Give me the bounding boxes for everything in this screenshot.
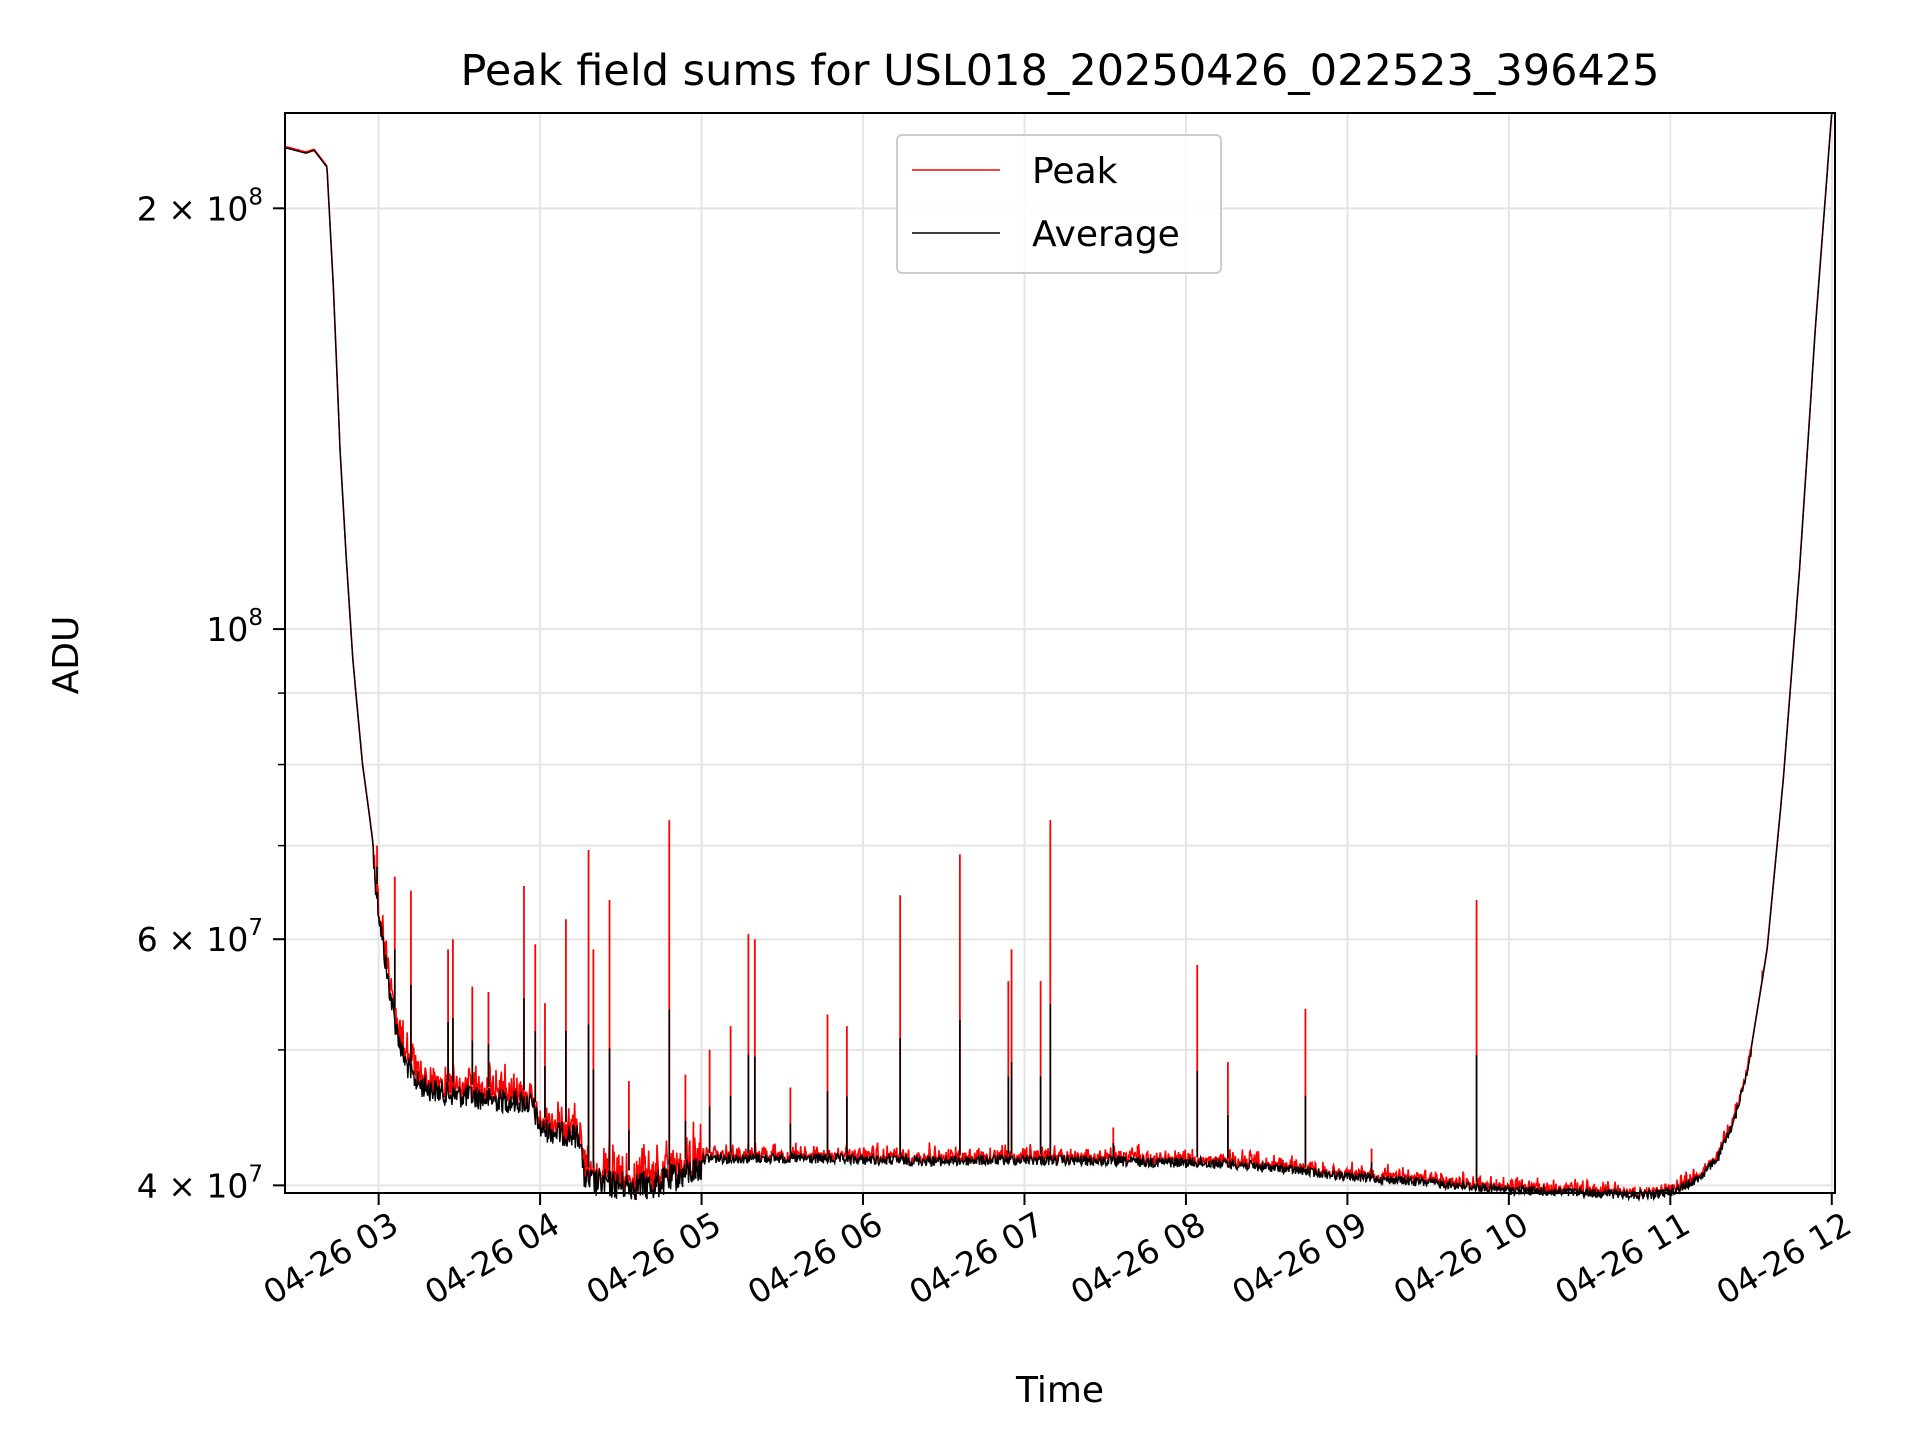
legend-label-average: Average <box>1032 214 1180 255</box>
y-tick-label-base: 6 × 10 <box>137 920 249 959</box>
y-tick-label-exponent: 7 <box>248 1161 263 1187</box>
legend: Peak Average <box>896 134 1222 274</box>
y-tick-label-exponent: 8 <box>248 184 263 210</box>
y-tick-label: 4 × 107 <box>137 1161 263 1205</box>
y-tick-label-base: 4 × 10 <box>137 1166 249 1205</box>
legend-label-peak: Peak <box>1032 151 1118 192</box>
grid <box>285 113 1835 1193</box>
y-tick-label: 108 <box>206 605 263 649</box>
y-tick-label: 2 × 108 <box>137 184 263 228</box>
y-tick-label: 6 × 107 <box>137 915 263 959</box>
y-tick-label-exponent: 8 <box>248 605 263 631</box>
y-tick-label-exponent: 7 <box>248 915 263 941</box>
average-line <box>284 112 1835 1202</box>
chart-title: Peak field sums for USL018_20250426_0225… <box>460 46 1659 96</box>
x-axis-label: Time <box>1015 1370 1104 1411</box>
y-tick-label-base: 2 × 10 <box>137 189 249 228</box>
series-average <box>284 112 1835 1202</box>
y-axis-label: ADU <box>46 616 87 695</box>
y-tick-label-base: 10 <box>206 610 248 649</box>
plot-frame <box>284 112 1836 1194</box>
